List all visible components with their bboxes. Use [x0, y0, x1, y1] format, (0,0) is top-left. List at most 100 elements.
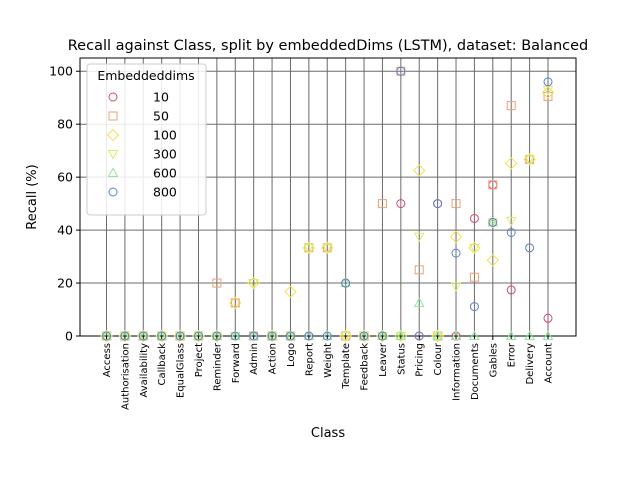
data-point	[396, 66, 406, 76]
x-tick-label: Gables	[488, 343, 499, 377]
data-point	[120, 331, 130, 341]
data-point	[488, 180, 498, 190]
legend-label: 10	[153, 90, 169, 105]
x-tick-label: Access	[102, 343, 113, 377]
legend-title: Embeddeddims	[97, 68, 194, 83]
legend-marker	[107, 167, 119, 177]
data-point	[340, 332, 352, 342]
data-point	[414, 265, 424, 275]
data-point	[229, 296, 242, 310]
x-tick-label: Colour	[433, 342, 444, 375]
data-point	[469, 272, 479, 282]
data-point	[230, 331, 240, 341]
legend-marker	[108, 111, 118, 121]
data-point	[486, 254, 500, 267]
data-point	[469, 213, 479, 223]
data-point	[525, 243, 535, 253]
data-point	[102, 331, 111, 341]
data-point	[541, 86, 555, 99]
data-point	[506, 285, 516, 295]
data-point	[524, 155, 535, 165]
data-point	[377, 199, 387, 209]
x-tick-label: Availability	[139, 343, 150, 398]
x-tick-label: Action	[268, 343, 279, 374]
legend-item: 800	[108, 185, 177, 200]
x-tick-label: Template	[341, 343, 352, 390]
data-point	[157, 331, 167, 341]
legend-marker	[108, 187, 118, 197]
data-point	[138, 331, 148, 341]
data-point	[543, 77, 553, 87]
data-point	[321, 243, 333, 254]
data-point	[543, 91, 553, 101]
x-tick-label: Reminder	[212, 342, 223, 391]
data-point	[506, 227, 516, 237]
data-point	[505, 216, 517, 227]
data-point	[284, 285, 297, 298]
data-points	[100, 66, 555, 343]
x-tick-label: Forward	[231, 343, 242, 383]
x-tick-label: Status	[396, 343, 407, 375]
data-point	[414, 331, 424, 341]
legend-item: 100	[106, 128, 177, 143]
data-point	[249, 331, 259, 341]
y-tick-label: 0	[65, 329, 73, 344]
chart-title: Recall against Class, split by embeddedD…	[68, 38, 589, 54]
data-point	[433, 199, 443, 209]
data-point	[451, 199, 461, 209]
data-point	[524, 330, 535, 340]
y-axis-label: Recall (%)	[25, 164, 40, 229]
data-point	[432, 330, 443, 340]
data-point	[359, 331, 369, 341]
data-point	[396, 199, 406, 209]
data-point	[304, 331, 314, 341]
legend-label: 300	[153, 147, 177, 162]
x-tick-label: Delivery	[525, 343, 536, 385]
legend-label: 600	[153, 166, 177, 181]
legend-item: 50	[108, 109, 169, 124]
y-tick-label: 100	[49, 64, 73, 79]
x-tick-label: Logo	[286, 343, 297, 367]
legend-label: 50	[153, 109, 169, 124]
x-tick-label: Project	[194, 343, 205, 377]
x-tick-label: Authorisation	[120, 343, 131, 410]
x-tick-label: Leaver	[378, 342, 389, 377]
legend: Embeddeddims 10 50 100 300 600 800	[86, 63, 207, 216]
data-point	[451, 248, 461, 258]
x-tick-label: Callback	[157, 343, 168, 386]
data-point	[413, 297, 425, 307]
y-tick-label: 60	[57, 170, 73, 185]
legend-label: 100	[153, 128, 177, 143]
data-point	[175, 331, 185, 341]
data-point	[450, 282, 462, 292]
data-point	[341, 278, 351, 288]
data-point	[285, 331, 295, 341]
data-point	[303, 243, 315, 254]
data-point	[450, 330, 462, 340]
data-point	[193, 331, 203, 341]
data-point	[469, 330, 480, 340]
data-point	[505, 157, 518, 170]
x-axis-label: Class	[311, 426, 345, 441]
legend-item: 600	[107, 166, 177, 181]
data-point	[413, 164, 426, 177]
data-point	[488, 217, 498, 227]
x-tick-label: Pricing	[415, 343, 426, 377]
x-tick-label: Weight	[323, 343, 334, 378]
series-800	[102, 66, 553, 341]
legend-item: 10	[108, 90, 169, 105]
legend-item: 300	[107, 147, 177, 162]
x-tick-label: Documents	[470, 343, 481, 400]
data-point	[322, 331, 332, 341]
legend-marker	[108, 92, 118, 102]
y-tick-label: 20	[57, 276, 73, 291]
data-point	[248, 279, 260, 289]
data-point	[230, 298, 240, 308]
y-tick-label: 40	[57, 223, 73, 238]
x-tick-label: Report	[304, 343, 315, 376]
data-point	[267, 331, 277, 341]
data-point	[212, 331, 222, 341]
data-point	[543, 313, 553, 323]
legend-items: 10 50 100 300 600 800	[106, 90, 177, 200]
